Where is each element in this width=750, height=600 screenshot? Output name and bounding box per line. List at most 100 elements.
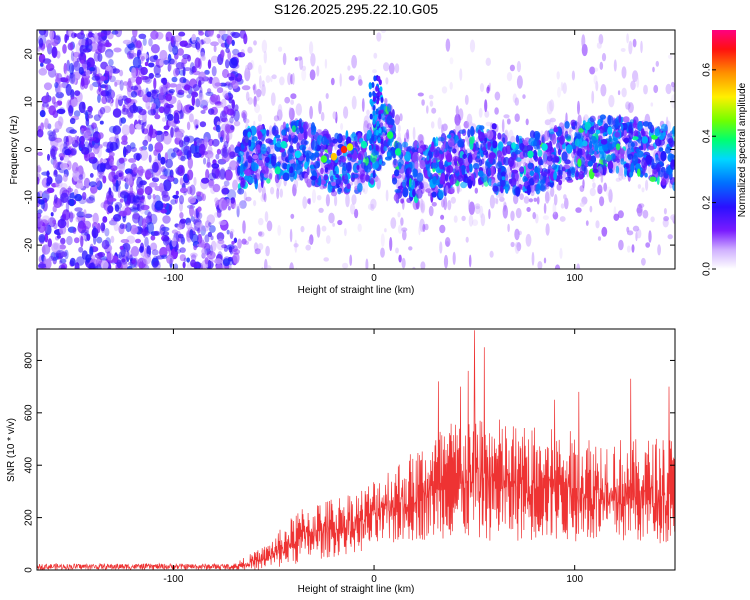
spectrogram-noise-blob [42,245,46,257]
spectrogram-band-blob [596,166,603,177]
spectrogram-band-blob [645,154,652,165]
spectrogram-noise-blob [88,31,93,38]
spectrogram-band-blob [578,128,584,133]
spectrogram-noise-blob [222,258,230,267]
spectrogram-band-blob [310,129,315,136]
spectrogram-x-label: Height of straight line (km) [298,285,415,296]
spectrogram-halo-blob [409,274,412,285]
spectrogram-noise-blob [210,235,214,241]
spectrogram-noise-blob [179,247,186,253]
spectrogram-halo-blob [243,118,250,124]
spectrogram-band-blob [470,173,475,181]
spectrogram-halo-blob [468,201,475,215]
spectrogram-halo-blob [287,72,292,86]
spectrogram-noise-blob [78,66,84,75]
spectrogram-band-blob [270,155,277,167]
spectrogram-halo-blob [244,240,250,245]
spectrogram-halo-blob [373,52,378,59]
spectrogram-noise-blob [66,235,73,246]
spectrogram-noise-blob [203,157,207,165]
spectrogram-noise-blob [126,250,134,259]
spectrogram-noise-blob [158,92,166,104]
spectrogram-noise-blob [211,66,217,77]
spectrogram-noise-blob [167,175,175,182]
spectrogram-band-blob [333,170,337,176]
spectrogram-halo-blob [450,196,456,204]
spectrogram-band-blob [470,126,475,137]
spectrogram-band-blob [264,156,270,163]
spectrogram-noise-blob [114,204,120,212]
spectrogram-noise-blob [133,152,142,161]
spectrogram-band-blob [250,142,254,152]
spectrogram-noise-blob [170,127,174,138]
spectrogram-halo-blob [579,185,585,193]
spectrogram-noise-blob [195,222,203,228]
spectrogram-halo-blob [501,119,505,133]
spectrogram-noise-blob [115,97,119,110]
spectrogram-halo-blob [632,70,639,82]
spectrogram-noise-blob [165,31,173,42]
spectrogram-halo-blob [441,86,448,94]
spectrogram-noise-blob [130,91,138,98]
spectrogram-band-blob [415,188,423,199]
spectrogram-noise-blob [222,147,229,159]
spectrogram-band-blob [299,171,304,181]
spectrogram-band-blob [477,170,484,177]
spectrogram-band-blob [271,125,279,137]
spectrogram-band-blob [508,178,513,184]
spectrogram-noise-blob [232,179,239,191]
spectrogram-noise-blob [153,230,161,236]
spectrogram-halo-blob [247,46,253,54]
spectrogram-noise-blob [70,99,75,108]
spectrogram-halo-blob [502,205,508,219]
spectrogram-halo-blob [318,100,322,115]
spectrogram-halo-blob [606,186,612,197]
spectrogram-noise-blob [173,125,180,133]
spectrogram-band-blob [537,149,543,157]
spectrogram-halo-blob [592,182,596,189]
spectrogram-halo-blob [376,32,382,42]
spectrogram-halo-blob [549,122,555,131]
spectrogram-halo-blob [380,233,385,247]
spectrogram-band-blob [546,155,553,162]
spectrogram-halo-blob [615,177,621,182]
spectrogram-noise-blob [163,179,172,192]
spectrogram-band-blob [532,139,540,150]
spectrogram-noise-blob [106,252,114,261]
spectrogram-noise-blob [144,169,152,180]
spectrogram-noise-blob [37,212,42,219]
spectrogram-noise-blob [200,99,210,105]
spectrogram-band-blob [268,173,273,180]
spectrogram-noise-blob [218,30,226,35]
spectrogram-noise-blob [113,221,119,232]
spectrogram-band-blob [501,176,506,181]
spectrogram-band-blob [238,150,245,157]
spectrogram-noise-blob [70,147,77,156]
spectrogram-noise-blob [85,132,91,140]
spectrogram-band-blob [346,183,351,190]
spectrogram-noise-blob [198,90,203,101]
spectrogram-noise-blob [40,122,44,132]
spectrogram-noise-blob [144,168,154,178]
spectrogram-noise-blob [227,91,232,97]
spectrogram-band-blob [672,181,675,192]
spectrogram-noise-blob [74,237,80,244]
spectrogram-band-blob [611,137,619,144]
spectrogram-noise-blob [71,162,79,174]
spectrogram-noise-blob [125,222,132,233]
spectrogram-noise-blob [69,129,77,134]
spectrogram-band-blob [594,144,599,152]
spectrogram-band-blob [265,138,273,144]
spectrogram-band-blob [551,133,557,145]
spectrogram-noise-blob [71,32,77,39]
spectrogram-noise-blob [145,188,150,195]
spectrogram-band-blob [576,138,583,148]
spectrogram-noise-blob [160,226,170,232]
spectrogram-band-blob [342,174,345,182]
spectrogram-noise-blob [172,45,179,56]
spectrogram-band-blob [414,139,418,150]
spectrogram-band-blob [361,162,366,169]
spectrogram-noise-blob [64,33,68,44]
spectrogram-noise-blob [229,151,238,158]
